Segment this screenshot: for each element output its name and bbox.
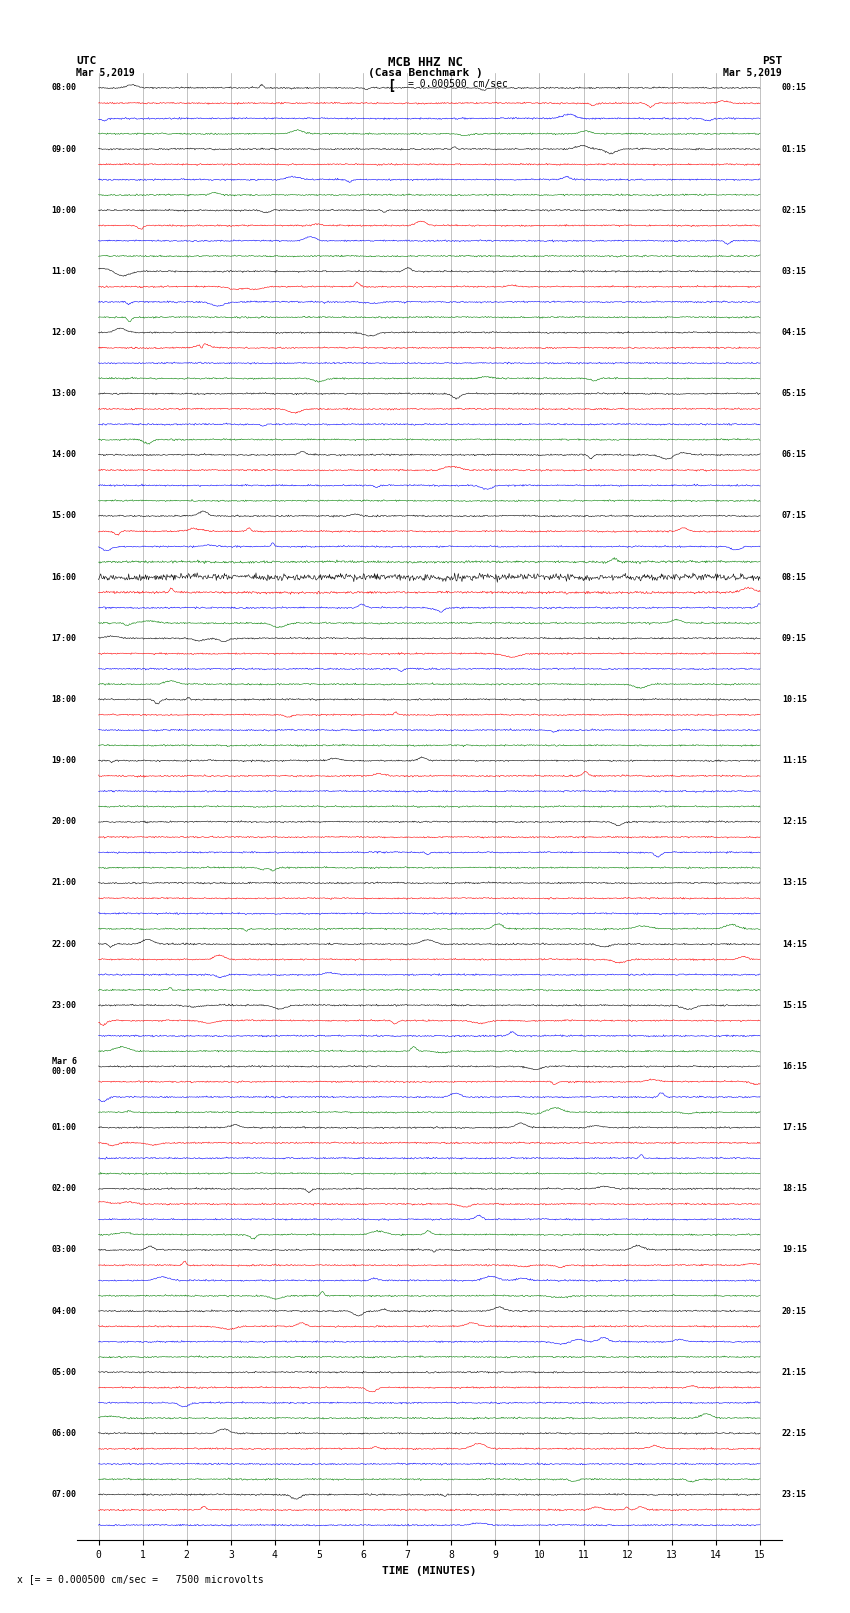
Text: 06:15: 06:15 [782,450,807,460]
X-axis label: TIME (MINUTES): TIME (MINUTES) [382,1566,477,1576]
Text: 19:00: 19:00 [52,756,76,765]
Text: 05:00: 05:00 [52,1368,76,1378]
Text: 19:15: 19:15 [782,1245,807,1255]
Text: 02:15: 02:15 [782,206,807,215]
Text: 16:00: 16:00 [52,573,76,582]
Text: 11:15: 11:15 [782,756,807,765]
Text: 04:15: 04:15 [782,327,807,337]
Text: UTC: UTC [76,56,97,66]
Text: 02:00: 02:00 [52,1184,76,1194]
Text: 08:00: 08:00 [52,84,76,92]
Text: 03:00: 03:00 [52,1245,76,1255]
Text: 04:00: 04:00 [52,1307,76,1316]
Text: 01:15: 01:15 [782,145,807,153]
Text: 09:15: 09:15 [782,634,807,644]
Text: 08:15: 08:15 [782,573,807,582]
Text: 15:00: 15:00 [52,511,76,521]
Text: (Casa Benchmark ): (Casa Benchmark ) [367,68,483,77]
Text: 00:15: 00:15 [782,84,807,92]
Text: MCB HHZ NC: MCB HHZ NC [388,56,462,69]
Text: 03:15: 03:15 [782,266,807,276]
Text: 12:15: 12:15 [782,818,807,826]
Text: = 0.000500 cm/sec: = 0.000500 cm/sec [408,79,507,89]
Text: 17:15: 17:15 [782,1123,807,1132]
Text: 09:00: 09:00 [52,145,76,153]
Text: 21:00: 21:00 [52,879,76,887]
Text: 13:15: 13:15 [782,879,807,887]
Text: 10:15: 10:15 [782,695,807,703]
Text: 10:00: 10:00 [52,206,76,215]
Text: 17:00: 17:00 [52,634,76,644]
Text: 15:15: 15:15 [782,1000,807,1010]
Text: 14:00: 14:00 [52,450,76,460]
Text: 07:15: 07:15 [782,511,807,521]
Text: 05:15: 05:15 [782,389,807,398]
Text: 01:00: 01:00 [52,1123,76,1132]
Text: 20:15: 20:15 [782,1307,807,1316]
Text: 18:15: 18:15 [782,1184,807,1194]
Text: 20:00: 20:00 [52,818,76,826]
Text: [: [ [387,79,395,94]
Text: 23:15: 23:15 [782,1490,807,1498]
Text: 14:15: 14:15 [782,940,807,948]
Text: 21:15: 21:15 [782,1368,807,1378]
Text: 07:00: 07:00 [52,1490,76,1498]
Text: 23:00: 23:00 [52,1000,76,1010]
Text: Mar 5,2019: Mar 5,2019 [76,68,135,77]
Text: 11:00: 11:00 [52,266,76,276]
Text: x [= = 0.000500 cm/sec =   7500 microvolts: x [= = 0.000500 cm/sec = 7500 microvolts [17,1574,264,1584]
Text: 22:15: 22:15 [782,1429,807,1437]
Text: Mar 6
00:00: Mar 6 00:00 [52,1057,76,1076]
Text: 12:00: 12:00 [52,327,76,337]
Text: 22:00: 22:00 [52,940,76,948]
Text: Mar 5,2019: Mar 5,2019 [723,68,782,77]
Text: PST: PST [762,56,782,66]
Text: 13:00: 13:00 [52,389,76,398]
Text: 16:15: 16:15 [782,1061,807,1071]
Text: 18:00: 18:00 [52,695,76,703]
Text: 06:00: 06:00 [52,1429,76,1437]
